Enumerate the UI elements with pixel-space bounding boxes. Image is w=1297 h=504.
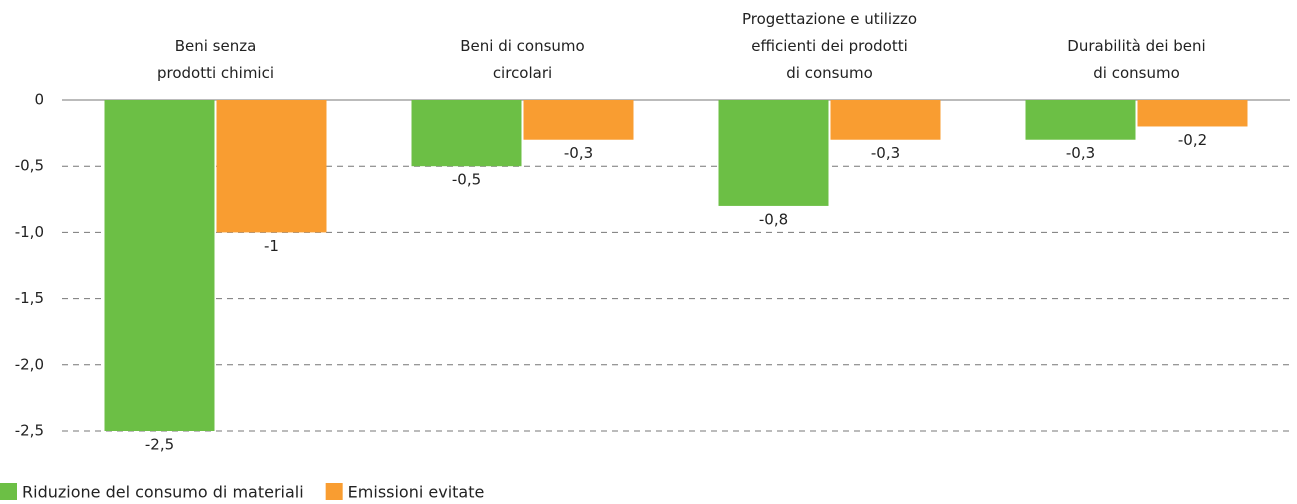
value-label: -0,2: [1178, 131, 1207, 149]
value-label: -1: [264, 237, 279, 255]
value-label: -0,3: [871, 144, 900, 162]
y-tick-label: -1,0: [15, 223, 44, 241]
bar: [1137, 100, 1248, 127]
value-label: -0,5: [452, 171, 481, 189]
y-tick-label: -2,0: [15, 355, 44, 373]
bar: [104, 100, 215, 431]
bar: [411, 100, 522, 167]
category-label: Beni di consumo circolari: [460, 37, 584, 82]
bar: [216, 100, 327, 233]
value-label: -0,3: [1066, 144, 1095, 162]
value-label: -0,8: [759, 210, 788, 228]
bar: [830, 100, 941, 140]
legend-label: Riduzione del consumo di materiali: [22, 483, 304, 502]
category-label: Beni senza prodotti chimici: [157, 37, 274, 82]
bar: [718, 100, 829, 206]
legend-label: Emissioni evitate: [348, 483, 485, 502]
y-tick-label: -0,5: [15, 157, 44, 175]
y-tick-label: -1,5: [15, 289, 44, 307]
value-label: -2,5: [145, 436, 174, 454]
category-label: Durabilità dei beni di consumo: [1067, 37, 1205, 82]
y-tick-label: -2,5: [15, 422, 44, 440]
y-tick-label: 0: [34, 91, 44, 109]
category-label: Progettazione e utilizzo efficienti dei p…: [742, 10, 917, 82]
bar: [523, 100, 634, 140]
bar: [1025, 100, 1136, 140]
legend-swatch: [0, 483, 17, 500]
legend-swatch: [325, 483, 343, 500]
value-label: -0,3: [564, 144, 593, 162]
